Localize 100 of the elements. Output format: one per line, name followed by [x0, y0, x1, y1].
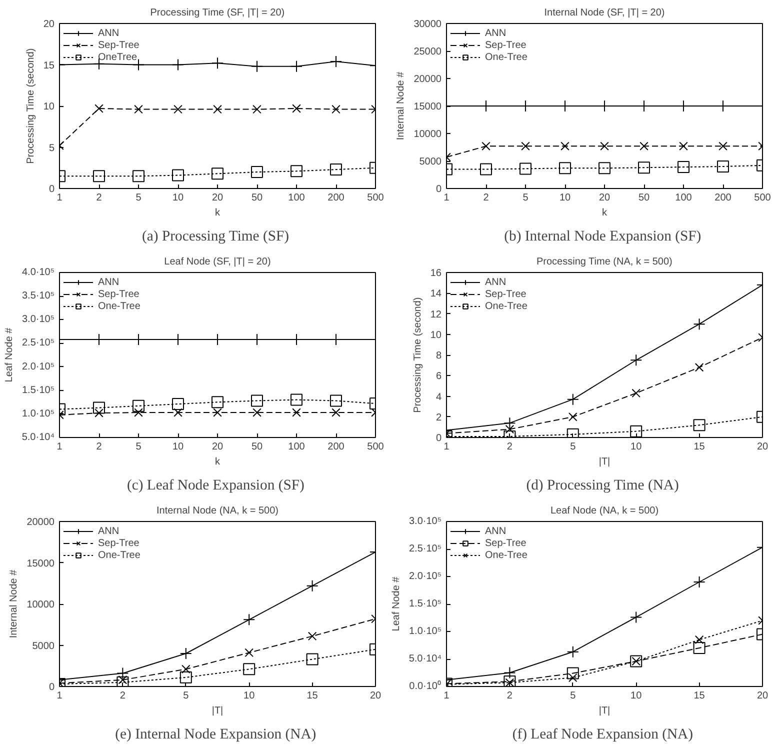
- y-tick-label: 20: [43, 19, 55, 30]
- x-axis-title: k: [215, 208, 221, 218]
- chart-title: Internal Node (SF, |T| = 20): [544, 8, 665, 18]
- x-tick-label: 5: [570, 690, 576, 702]
- chart-title: Processing Time (SF, |T| = 20): [150, 8, 285, 18]
- y-tick-label: 5000: [32, 640, 55, 652]
- text: (c) Leaf Node Expansion (SF): [126, 478, 305, 494]
- x-tick-label: 200: [328, 192, 345, 204]
- y-tick-label: 30000: [414, 19, 442, 30]
- legend-label: ANN: [485, 28, 506, 38]
- x-tick-label: 2: [483, 192, 490, 204]
- y-tick-label: 10: [430, 330, 442, 341]
- y-tick-label: 16: [430, 268, 442, 279]
- legend-label: One-Tree: [485, 550, 528, 560]
- y-tick-label: 3.5·10⁵: [22, 290, 54, 302]
- y-tick-label: 10000: [26, 600, 55, 610]
- legend-label: Sep-Tree: [485, 288, 526, 300]
- text: (b) Internal Node Expansion (SF): [504, 228, 702, 244]
- legend-label: ANN: [98, 28, 120, 38]
- y-tick-label: 3.0·10⁵: [22, 314, 54, 326]
- x-axis-title: k: [215, 456, 221, 468]
- x-tick-label: 20: [212, 442, 224, 452]
- x-tick-label: 10: [559, 192, 571, 204]
- legend-label: Sep-Tree: [98, 288, 140, 300]
- x-tick-label: 50: [251, 192, 263, 204]
- x-tick-label: 500: [367, 442, 384, 452]
- legend-label: Sep-Tree: [485, 40, 526, 50]
- x-axis-title: |T|: [212, 706, 224, 716]
- y-tick-label: 5.0·10⁴: [22, 432, 55, 443]
- x-tick-label: 20: [598, 192, 610, 204]
- y-tick-label: 20000: [26, 517, 55, 528]
- y-axis-title: Leaf Node #: [4, 327, 15, 382]
- legend-label: Sep-Tree: [98, 40, 140, 50]
- x-tick-label: 20: [370, 690, 382, 702]
- legend-label: Sep-Tree: [485, 538, 526, 548]
- x-tick-label: 1: [444, 442, 450, 452]
- y-tick-label: 2.5·10⁵: [22, 338, 54, 349]
- x-axis-title: |T|: [598, 456, 610, 468]
- x-tick-label: 2: [506, 690, 513, 702]
- y-tick-label: 5: [48, 142, 55, 154]
- y-tick-label: 3.0·10⁵: [409, 516, 442, 527]
- text: (a) Processing Time (SF): [142, 228, 290, 244]
- legend-label: One-Tree: [485, 300, 528, 312]
- x-axis-title: |T|: [598, 706, 610, 716]
- y-tick-label: 15000: [414, 102, 442, 112]
- legend-label: One-Tree: [485, 52, 528, 62]
- x-tick-label: 200: [714, 192, 732, 204]
- y-axis-title: Processing Time (second): [25, 48, 36, 164]
- y-tick-label: 0.0·10⁰: [409, 680, 442, 692]
- y-tick-label: 10000: [414, 129, 442, 140]
- y-tick-label: 2.0·10⁵: [22, 361, 54, 372]
- y-tick-label: 1.5·10⁵: [22, 384, 54, 396]
- x-tick-label: 1: [56, 192, 63, 204]
- x-tick-label: 2: [96, 192, 102, 204]
- y-axis-title: Internal Node #: [396, 71, 407, 140]
- y-tick-label: 1.0·10⁵: [22, 408, 54, 420]
- y-tick-label: 15000: [26, 558, 55, 570]
- y-tick-label: 14: [430, 288, 442, 300]
- x-tick-label: 1: [444, 192, 450, 204]
- legend-label: Sep-Tree: [98, 538, 140, 548]
- y-axis-title: Processing Time (second): [412, 297, 424, 413]
- legend-label: ANN: [485, 526, 506, 536]
- x-tick-label: 10: [244, 690, 256, 702]
- y-tick-label: 1.5·10⁵: [409, 598, 442, 610]
- y-tick-label: 2: [436, 412, 442, 424]
- x-tick-label: 100: [675, 192, 692, 204]
- x-tick-label: 2: [506, 442, 513, 452]
- y-tick-label: 8: [436, 350, 442, 362]
- chart-title: Leaf Node (NA, k = 500): [550, 506, 659, 516]
- x-tick-label: 5: [522, 192, 529, 204]
- chart-title: Processing Time (NA, k = 500): [536, 256, 672, 268]
- legend-label: ANN: [98, 276, 120, 288]
- y-tick-label: 12: [430, 309, 442, 320]
- y-tick-label: 0: [436, 433, 442, 444]
- x-tick-label: 10: [630, 690, 642, 702]
- x-tick-label: 5: [136, 192, 142, 204]
- x-tick-label: 20: [756, 690, 768, 702]
- x-tick-label: 5: [570, 442, 576, 452]
- legend-label: One-Tree: [98, 300, 140, 312]
- x-tick-label: 15: [694, 690, 706, 702]
- y-tick-label: 20000: [414, 74, 442, 85]
- y-tick-label: 4: [436, 392, 442, 403]
- y-tick-label: 2.5·10⁵: [409, 544, 442, 554]
- y-tick-label: 6: [436, 371, 442, 382]
- x-tick-label: 10: [630, 442, 642, 452]
- y-tick-label: 2.0·10⁵: [409, 571, 442, 582]
- x-tick-label: 10: [172, 192, 184, 204]
- x-tick-label: 50: [251, 442, 263, 452]
- x-tick-label: 20: [212, 192, 224, 204]
- x-tick-label: 200: [328, 442, 345, 452]
- y-axis-title: Leaf Node #: [390, 576, 402, 632]
- text: (e) Internal Node Expansion (NA): [115, 726, 316, 742]
- x-tick-label: 10: [172, 442, 184, 452]
- x-tick-label: 1: [56, 442, 63, 452]
- y-tick-label: 5000: [419, 156, 442, 168]
- y-tick-label: 5.0·10⁴: [408, 654, 442, 664]
- y-tick-label: 25000: [414, 46, 442, 58]
- y-axis-title: Internal Node #: [8, 569, 20, 638]
- y-tick-label: 15: [43, 60, 55, 72]
- x-tick-label: 500: [754, 192, 772, 204]
